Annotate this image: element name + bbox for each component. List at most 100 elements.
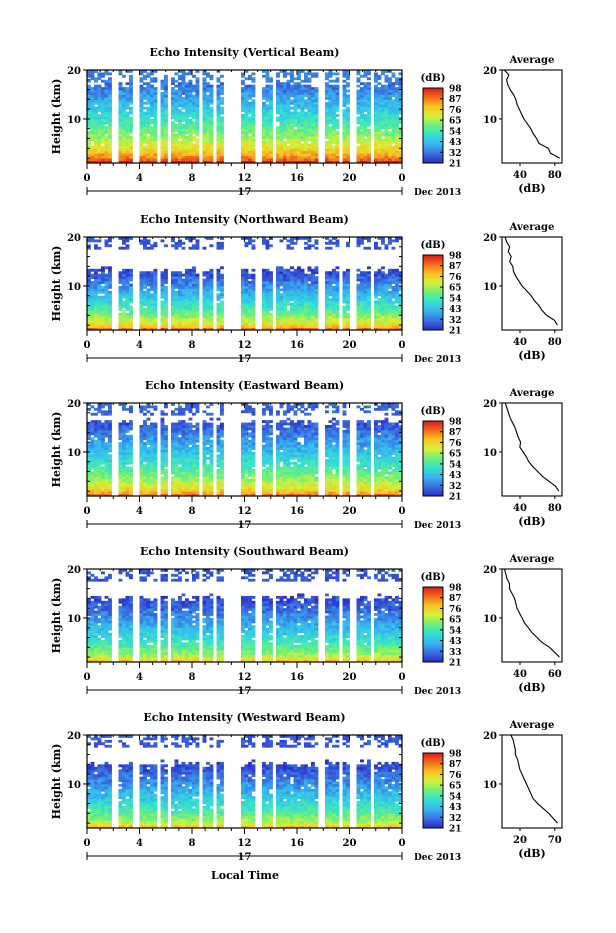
heatmap-cell [161, 489, 165, 492]
heatmap-cell [122, 119, 126, 122]
heatmap-cell [325, 143, 329, 146]
heatmap-cell [297, 114, 301, 117]
heatmap-cell [189, 284, 193, 287]
heatmap-cell [364, 293, 368, 296]
heatmap-cell [129, 308, 133, 311]
heatmap-cell [276, 293, 280, 296]
heatmap-cell [378, 124, 382, 127]
heatmap-cell [143, 437, 147, 440]
heatmap-cell [105, 430, 109, 433]
heatmap-cell [98, 94, 102, 97]
heatmap-cell [280, 276, 284, 279]
heatmap-cell [360, 320, 364, 323]
heatmap-cell [357, 129, 361, 132]
heatmap-cell [164, 306, 168, 309]
heatmap-cell [360, 306, 364, 309]
heatmap-cell [129, 459, 133, 462]
heatmap-cell [217, 90, 221, 93]
heatmap-cell [374, 134, 378, 137]
heatmap-cell [94, 474, 98, 477]
heatmap-cell [189, 131, 193, 134]
heatmap-cell [315, 323, 319, 326]
heatmap-cell [346, 296, 350, 299]
heatmap-cell [332, 114, 336, 117]
heatmap-cell [129, 99, 133, 102]
heatmap-cell [182, 148, 186, 151]
heatmap-cell [280, 323, 284, 326]
heatmap-cell [150, 129, 154, 132]
heatmap-cell [248, 121, 252, 124]
heatmap-cell [175, 462, 179, 465]
heatmap-cell [301, 85, 305, 88]
heatmap-cell [325, 153, 329, 156]
heatmap-cell [329, 298, 333, 301]
heatmap-cell [325, 126, 329, 129]
heatmap-cell [126, 445, 130, 448]
heatmap-cell [266, 271, 270, 274]
heatmap-cell [364, 310, 368, 313]
heatmap-cell [98, 296, 102, 299]
heatmap-cell [220, 308, 224, 311]
heatmap-cell [262, 313, 266, 316]
heatmap-cell [147, 129, 151, 132]
heatmap-cell [311, 134, 315, 137]
heatmap-cell [367, 82, 371, 85]
heatmap-cell [203, 247, 207, 250]
heatmap-cell [150, 469, 154, 472]
heatmap-cell [140, 486, 144, 489]
heatmap-cell [367, 158, 371, 161]
heatmap-cell [388, 269, 392, 272]
heatmap-cell [164, 281, 168, 284]
heatmap-cell [367, 119, 371, 122]
heatmap-cell [140, 442, 144, 445]
heatmap-cell [94, 413, 98, 416]
heatmap-cell [108, 315, 112, 318]
heatmap-cell [210, 143, 214, 146]
heatmap-cell [325, 303, 329, 306]
heatmap-cell [94, 298, 98, 301]
heatmap-cell [185, 141, 189, 144]
heatmap-cell [171, 80, 175, 83]
heatmap-cell [98, 440, 102, 443]
heatmap-cell [147, 239, 151, 242]
heatmap-cell [392, 288, 396, 291]
heatmap-cell [367, 276, 371, 279]
heatmap-cell [203, 306, 207, 309]
heatmap-cell [283, 293, 287, 296]
heatmap-cell [346, 129, 350, 132]
heatmap-cell [206, 114, 210, 117]
heatmap-cell [297, 119, 301, 122]
heatmap-cell [311, 279, 315, 282]
heatmap-cell [385, 119, 389, 122]
heatmap-cell [171, 90, 175, 93]
heatmap-cell [381, 310, 385, 313]
heatmap-cell [346, 298, 350, 301]
heatmap-cell [378, 107, 382, 110]
heatmap-cell [395, 151, 399, 154]
heatmap-cell [290, 242, 294, 245]
heatmap-cell [175, 72, 179, 75]
heatmap-cell [171, 484, 175, 487]
heatmap-cell [248, 301, 252, 304]
heatmap-cell [164, 318, 168, 321]
heatmap-cell [143, 469, 147, 472]
heatmap-cell [185, 308, 189, 311]
heatmap-cell [129, 82, 133, 85]
heatmap-cell [189, 247, 193, 250]
heatmap-cell [206, 274, 210, 277]
heatmap-cell [280, 313, 284, 316]
heatmap-cell [108, 141, 112, 144]
heatmap-cell [388, 315, 392, 318]
heatmap-cell [206, 298, 210, 301]
heatmap-cell [357, 279, 361, 282]
heatmap-cell [161, 435, 165, 438]
heatmap-cell [143, 325, 147, 328]
heatmap-cell [385, 136, 389, 139]
heatmap-cell [294, 296, 298, 299]
heatmap-cell [105, 474, 109, 477]
heatmap-cell [374, 293, 378, 296]
heatmap-cell [210, 90, 214, 93]
heatmap-cell [266, 136, 270, 139]
heatmap-cell [364, 107, 368, 110]
